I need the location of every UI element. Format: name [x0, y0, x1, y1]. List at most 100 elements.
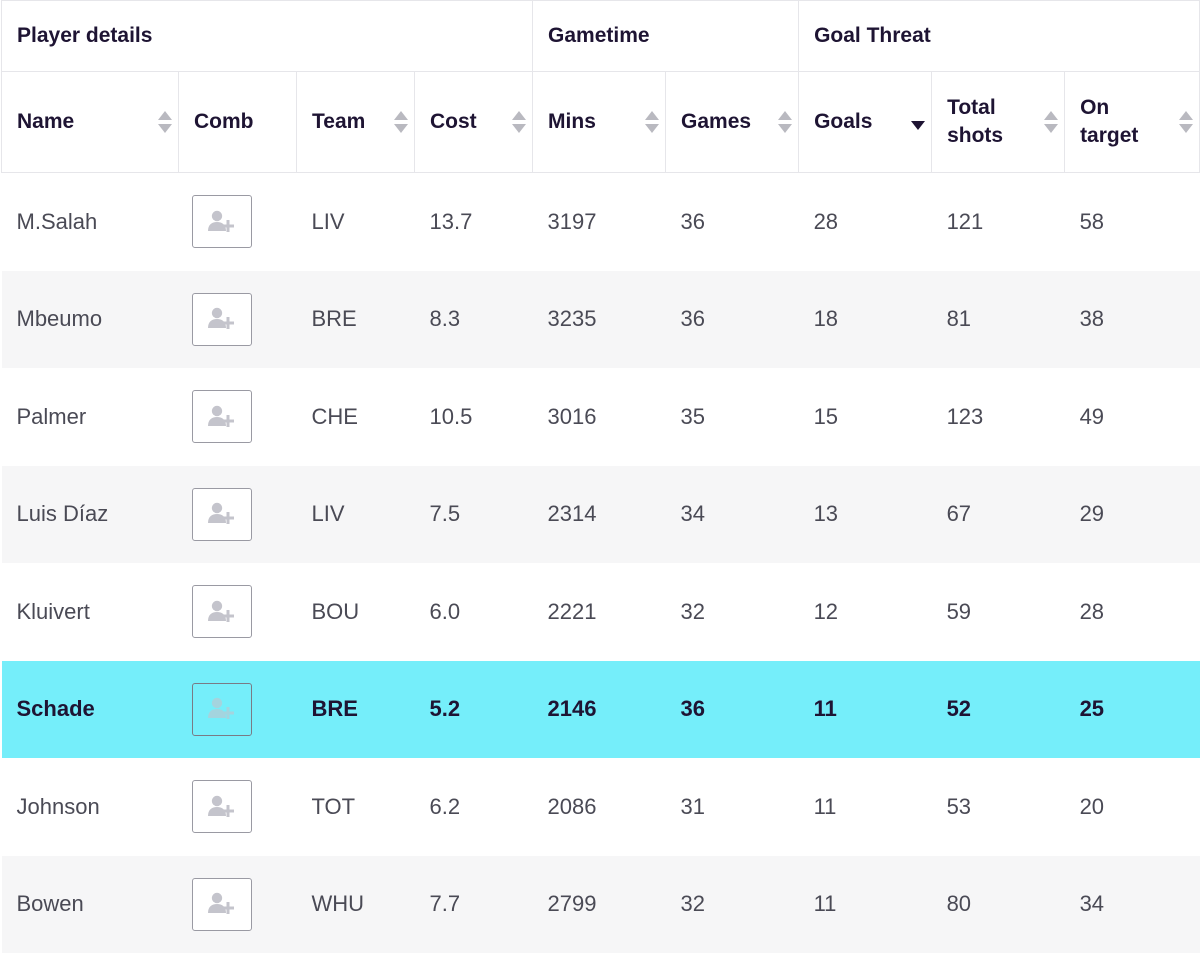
goals-cell: 11: [798, 660, 932, 758]
mins-cell: 3016: [547, 403, 597, 429]
mins-cell: 2799: [532, 855, 666, 953]
group-header-gametime: Gametime: [532, 0, 800, 72]
total-shots-cell: 59: [946, 598, 972, 624]
comb-cell: [179, 563, 297, 661]
sort-arrows-icon[interactable]: [778, 111, 793, 133]
sort-arrows-icon[interactable]: [394, 111, 408, 133]
table-row[interactable]: Kluivert BOU 6.0 2221 32 12 59 28: [2, 563, 1200, 661]
table-row[interactable]: M.Salah LIV 13.7 3197 36 28 121 58: [2, 173, 1200, 271]
games-cell: 35: [680, 403, 706, 429]
player-name[interactable]: Mbeumo: [1, 270, 179, 368]
column-header-mins[interactable]: Mins: [532, 71, 667, 173]
column-header-label: Total shots: [947, 96, 1004, 147]
column-header-goals[interactable]: Goals: [798, 71, 933, 173]
goals-cell: 18: [798, 270, 932, 368]
player-name[interactable]: Palmer: [16, 403, 87, 429]
table-row[interactable]: Schade BRE 5.2 2146 36 11 52 25: [1, 660, 1200, 758]
goals-cell: 11: [798, 855, 932, 953]
group-header-row: Player details Gametime Goal Threat: [0, 0, 1200, 72]
on-target-cell: 58: [1079, 208, 1105, 234]
column-header-label: Mins: [548, 110, 596, 133]
on-target-cell: 38: [1064, 270, 1200, 368]
games-cell: 32: [665, 855, 799, 953]
column-header-label: On target: [1080, 96, 1139, 147]
on-target-cell: 25: [1064, 660, 1200, 758]
table-row[interactable]: Mbeumo BRE 8.3 3235 36 18 81 38: [1, 270, 1200, 368]
total-shots-cell: 121: [946, 208, 984, 234]
player-name[interactable]: Kluivert: [16, 598, 90, 624]
team-cell: LIV: [296, 465, 415, 563]
comb-cell: [178, 465, 297, 563]
sort-arrows-icon[interactable]: [645, 111, 660, 133]
sort-arrows-icon[interactable]: [1179, 111, 1194, 133]
column-header-comb: Comb: [178, 71, 297, 173]
column-header-label: Cost: [430, 110, 477, 133]
team-cell: WHU: [296, 855, 415, 953]
add-to-comb-button[interactable]: [191, 780, 252, 834]
add-to-comb-button[interactable]: [191, 390, 252, 444]
total-shots-cell: 67: [931, 465, 1065, 563]
team-cell: BRE: [296, 270, 415, 368]
column-header-on-target[interactable]: On target: [1064, 71, 1200, 173]
player-name[interactable]: Bowen: [1, 855, 179, 953]
cost-cell: 6.0: [429, 598, 461, 624]
column-header-name[interactable]: Name: [1, 71, 179, 173]
column-header-label: Games: [681, 110, 752, 133]
add-user-icon: [207, 308, 234, 330]
table-body: M.Salah LIV 13.7 3197 36 28 121 58 Mbeum…: [1, 173, 1200, 953]
add-to-comb-button[interactable]: [191, 292, 252, 346]
column-header-label: Team: [312, 110, 366, 133]
goals-cell: 13: [798, 465, 932, 563]
sort-desc-icon[interactable]: [911, 111, 926, 133]
on-target-cell: 34: [1064, 855, 1200, 953]
add-user-icon: [207, 698, 234, 720]
comb-cell: [179, 368, 297, 466]
comb-cell: [179, 758, 297, 856]
player-name[interactable]: Luis Díaz: [1, 465, 179, 563]
add-user-icon: [207, 893, 234, 915]
table-row[interactable]: Palmer CHE 10.5 3016 35 15 123 49: [2, 368, 1200, 466]
mins-cell: 2221: [547, 598, 597, 624]
column-header-team[interactable]: Team: [296, 71, 415, 173]
player-name[interactable]: M.Salah: [16, 208, 98, 234]
add-to-comb-button[interactable]: [191, 877, 252, 931]
goals-cell: 28: [813, 208, 839, 234]
goals-cell: 15: [813, 403, 839, 429]
games-cell: 36: [680, 208, 706, 234]
cost-cell: 5.2: [414, 660, 533, 758]
team-cell: BRE: [296, 660, 415, 758]
table-row[interactable]: Bowen WHU 7.7 2799 32 11 80 34: [1, 855, 1200, 953]
group-header-goal-threat: Goal Threat: [798, 0, 1200, 72]
sort-arrows-icon[interactable]: [158, 111, 172, 133]
comb-cell: [179, 173, 297, 271]
column-header-cost[interactable]: Cost: [413, 71, 534, 173]
table-row[interactable]: Luis Díaz LIV 7.5 2314 34 13 67 29: [1, 465, 1200, 563]
add-to-comb-button[interactable]: [191, 585, 252, 639]
on-target-cell: 49: [1079, 403, 1105, 429]
cost-cell: 10.5: [429, 403, 473, 429]
team-cell: TOT: [311, 793, 356, 819]
sort-arrows-icon[interactable]: [512, 111, 527, 133]
player-name[interactable]: Schade: [1, 660, 179, 758]
column-header-label: Comb: [194, 110, 254, 133]
add-to-comb-button[interactable]: [191, 195, 252, 249]
sort-arrows-icon[interactable]: [1044, 111, 1059, 133]
cost-cell: 6.2: [429, 793, 461, 819]
team-cell: BOU: [311, 598, 360, 624]
team-cell: LIV: [311, 208, 345, 234]
player-name[interactable]: Johnson: [16, 793, 100, 819]
comb-cell: [178, 855, 297, 953]
column-header-total-shots[interactable]: Total shots: [931, 71, 1066, 173]
goals-cell: 11: [813, 793, 837, 819]
column-header-row: Name Comb Team Cost Mins Games: [1, 71, 1200, 173]
total-shots-cell: 123: [946, 403, 984, 429]
column-header-games[interactable]: Games: [665, 71, 800, 173]
table-row[interactable]: Johnson TOT 6.2 2086 31 11 53 20: [2, 758, 1200, 856]
add-user-icon: [207, 210, 234, 232]
total-shots-cell: 80: [931, 855, 1065, 953]
on-target-cell: 28: [1079, 598, 1105, 624]
add-to-comb-button[interactable]: [191, 487, 252, 541]
mins-cell: 3197: [547, 208, 597, 234]
add-to-comb-button[interactable]: [191, 682, 252, 736]
